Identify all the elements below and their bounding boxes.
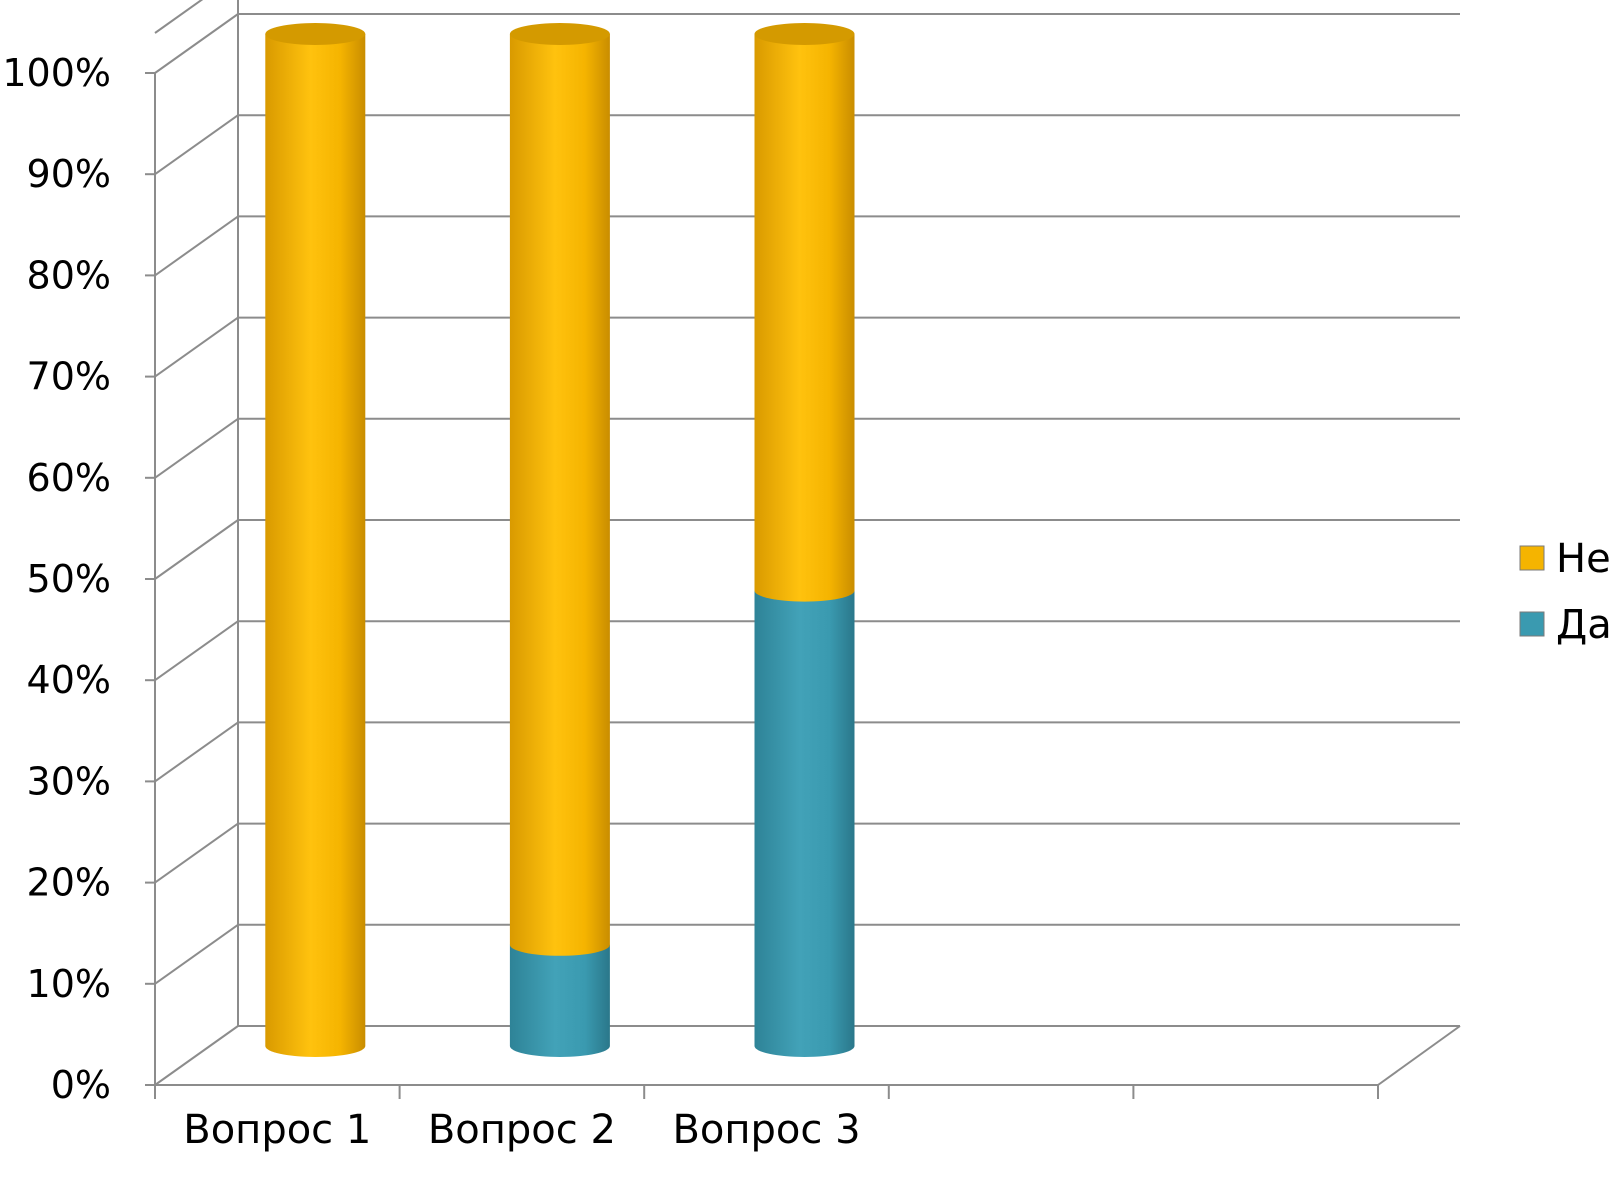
y-tick-label: 70% bbox=[27, 355, 111, 399]
y-axis: 0% 10% 20% 30% 40% 50% 60% 70% 80% 90% 100% bbox=[2, 51, 156, 1107]
side-wall-line bbox=[154, 721, 239, 783]
y-tick-label: 0% bbox=[51, 1063, 111, 1107]
y-tick-label: 60% bbox=[27, 456, 111, 500]
chart-walls bbox=[154, 0, 239, 1026]
x-tick-label: Вопрос 1 bbox=[183, 1107, 371, 1153]
side-wall-line bbox=[154, 1025, 239, 1086]
side-wall-line bbox=[154, 114, 239, 176]
side-wall-line bbox=[154, 519, 239, 580]
y-tick-label: 20% bbox=[27, 861, 111, 905]
legend-swatch-ne bbox=[1519, 545, 1545, 571]
y-tick-label: 80% bbox=[27, 253, 111, 297]
x-tick-label: Вопрос 3 bbox=[672, 1107, 860, 1153]
bar-ne-3 bbox=[754, 34, 855, 602]
legend-label-ne: Не bbox=[1556, 536, 1610, 582]
side-wall-line bbox=[154, 822, 239, 884]
x-tick-label: Вопрос 2 bbox=[428, 1107, 616, 1153]
chart-bars bbox=[265, 23, 855, 1057]
side-wall-line bbox=[154, 316, 239, 378]
bar-top-cap bbox=[265, 23, 366, 45]
bar-top-cap bbox=[509, 23, 610, 45]
x-axis: Вопрос 1 Вопрос 2 Вопрос 3 bbox=[154, 1025, 1461, 1153]
bar-da-3 bbox=[754, 590, 855, 1057]
bar-ne-1 bbox=[265, 34, 366, 1057]
legend-swatch-da bbox=[1519, 611, 1545, 637]
side-wall-line bbox=[154, 215, 239, 277]
y-tick-label: 40% bbox=[27, 658, 111, 702]
side-wall-line bbox=[154, 417, 239, 479]
legend: Не Да bbox=[1519, 536, 1610, 648]
side-wall-line bbox=[154, 620, 239, 682]
y-tick-label: 100% bbox=[2, 51, 111, 95]
y-tick-label: 50% bbox=[27, 557, 111, 601]
floor-right-edge bbox=[1377, 1025, 1461, 1086]
y-tick-label: 10% bbox=[27, 962, 111, 1006]
bar-top-cap bbox=[754, 23, 855, 45]
side-wall-line bbox=[154, 13, 239, 74]
y-tick-label: 30% bbox=[27, 759, 111, 803]
top-diagonal bbox=[154, 0, 204, 34]
bar-ne-2 bbox=[509, 34, 610, 956]
legend-label-da: Да bbox=[1556, 602, 1610, 648]
y-tick-label: 90% bbox=[27, 152, 111, 196]
bar-da-2 bbox=[509, 944, 610, 1057]
side-wall-line bbox=[154, 923, 239, 985]
